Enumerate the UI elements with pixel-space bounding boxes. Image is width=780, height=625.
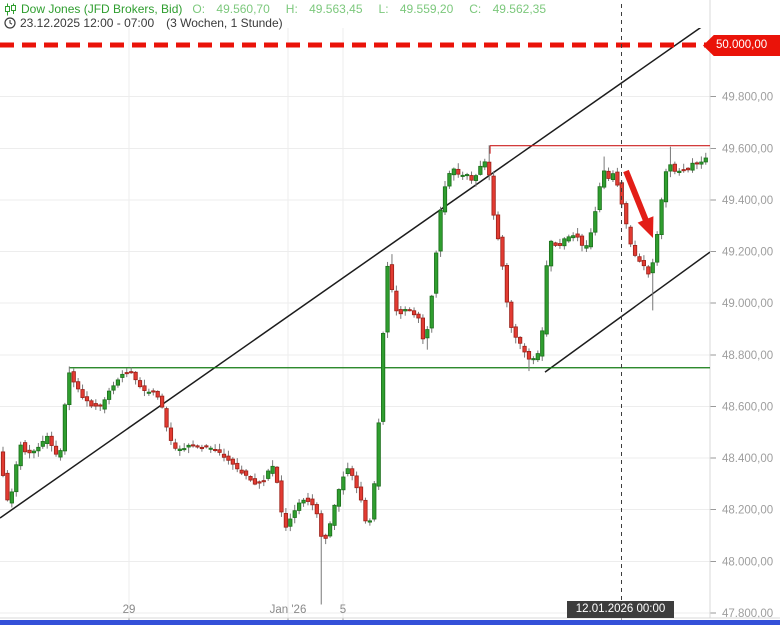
ohlc-values: O: 49.560,70 H: 49.563,45 L: 49.559,20 C: 4… bbox=[192, 2, 546, 16]
y-axis-label: 49.000,00 bbox=[722, 298, 773, 310]
symbol-title: Dow Jones (JFD Brokers, Bid) bbox=[21, 2, 183, 16]
period-label: (3 Wochen, 1 Stunde) bbox=[166, 16, 283, 30]
x-axis-label: 5 bbox=[340, 604, 346, 616]
timeframe-line: 23.12.2025 12:00 - 07:00 (3 Wochen, 1 St… bbox=[4, 16, 562, 30]
footer-bar bbox=[0, 620, 780, 625]
y-axis-label: 49.400,00 bbox=[722, 195, 773, 207]
y-axis-label: 47.800,00 bbox=[722, 608, 773, 620]
y-axis-label: 49.200,00 bbox=[722, 247, 773, 259]
date-range: 23.12.2025 12:00 - 07:00 bbox=[20, 16, 155, 30]
candlestick-icon bbox=[5, 3, 16, 15]
y-axis-label: 49.800,00 bbox=[722, 92, 773, 104]
y-axis-label: 48.200,00 bbox=[722, 505, 773, 517]
y-axis-label: 48.400,00 bbox=[722, 453, 773, 465]
y-axis-label: 48.600,00 bbox=[722, 401, 773, 413]
cursor-date-tag: 12.01.2026 00:00 bbox=[567, 601, 674, 618]
symbol-line: Dow Jones (JFD Brokers, Bid) O: 49.560,7… bbox=[4, 2, 562, 16]
x-axis-label: Jan '26 bbox=[270, 604, 307, 616]
y-axis-label: 48.800,00 bbox=[722, 350, 773, 362]
price-level-tag: 50.000,00 bbox=[703, 35, 780, 56]
y-axis-label: 49.600,00 bbox=[722, 143, 773, 155]
x-axis-label: 29 bbox=[123, 604, 136, 616]
y-axis-label: 48.000,00 bbox=[722, 556, 773, 568]
chart-header: Dow Jones (JFD Brokers, Bid) O: 49.560,7… bbox=[4, 2, 562, 30]
trend-channel bbox=[0, 28, 710, 519]
clock-icon bbox=[4, 17, 16, 29]
candles bbox=[0, 145, 708, 605]
down-arrow-annotation bbox=[623, 169, 654, 238]
